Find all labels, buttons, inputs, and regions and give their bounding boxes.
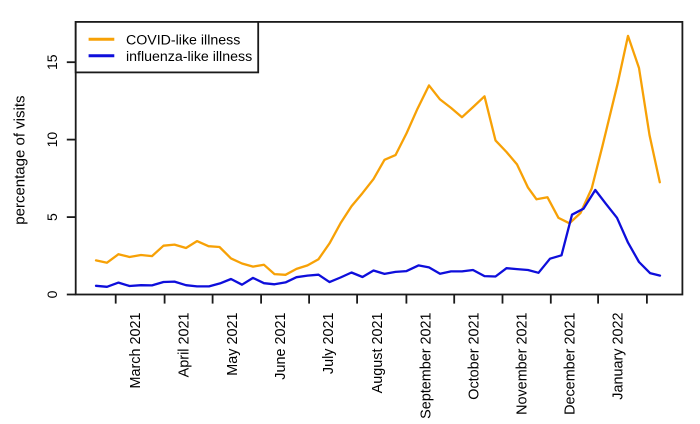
svg-text:March 2021: March 2021 <box>128 313 144 389</box>
svg-text:influenza-like illness: influenza-like illness <box>126 49 252 65</box>
svg-text:15: 15 <box>44 54 60 70</box>
svg-text:April 2021: April 2021 <box>177 313 193 378</box>
svg-text:May 2021: May 2021 <box>225 313 241 376</box>
svg-text:September 2021: September 2021 <box>418 313 434 419</box>
svg-text:August 2021: August 2021 <box>370 313 386 394</box>
svg-text:0: 0 <box>44 290 60 298</box>
svg-text:January 2022: January 2022 <box>611 313 627 400</box>
svg-text:5: 5 <box>44 213 60 221</box>
svg-text:10: 10 <box>44 132 60 148</box>
svg-text:July 2021: July 2021 <box>321 313 337 375</box>
svg-text:percentage of visits: percentage of visits <box>11 95 28 224</box>
svg-text:December 2021: December 2021 <box>563 313 579 415</box>
svg-text:June 2021: June 2021 <box>273 313 289 380</box>
svg-text:COVID-like illness: COVID-like illness <box>126 32 240 48</box>
svg-text:October 2021: October 2021 <box>466 313 482 400</box>
svg-text:November 2021: November 2021 <box>515 313 531 415</box>
